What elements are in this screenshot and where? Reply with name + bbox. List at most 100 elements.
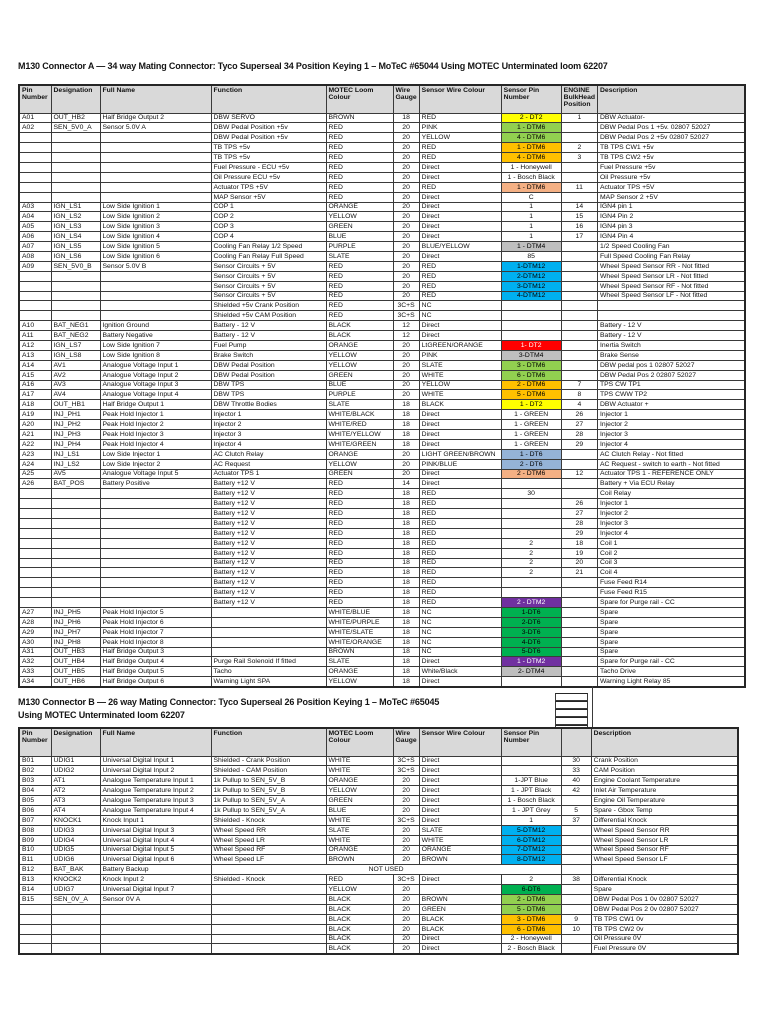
sensor-wire-colour-cell: WHITE [418,389,502,401]
sensor-wire-colour-cell: Direct [418,814,502,826]
bulkhead-position-cell: 5 [560,804,592,816]
bulkhead-position-cell [560,349,599,361]
description-cell: Injector 1 [597,498,745,510]
table-row: A27 INJ_PH5 Peak Hold Injector 5 WHITE/BLUE… [18,607,745,618]
loom-colour-cell: BLUE [325,231,394,243]
connector-b-title-line1: M130 Connector B — 26 way Mating Connect… [18,697,440,707]
full-name-cell: Universal Digital Input 2 [99,765,212,777]
wire-gauge-cell: 18 [392,399,420,411]
function-cell: Oil Pressure ECU +5v [210,171,327,183]
description-cell: Coil Relay [597,488,745,500]
bulkhead-position-cell [560,893,592,905]
full-name-cell [99,142,212,154]
function-cell: Battery +12 V [210,518,327,529]
designation-cell: IGN_LS6 [50,250,101,262]
designation-cell: BAT_POS [50,478,101,490]
wire-gauge-cell: 20 [392,448,420,460]
designation-cell: AV1 [50,359,101,371]
full-name-cell: Sensor 5.0V B [99,260,212,272]
bulkhead-position-cell: 14 [560,201,599,213]
loom-colour-cell: RED [325,518,394,529]
function-cell: Battery +12 V [210,567,327,579]
full-name-cell: Peak Hold Injector 2 [99,419,212,430]
table-row: BLACK 20 GREEN 5 - DTM6 DBW Pedal Pos 2 0v 0… [18,903,739,915]
description-cell: Brake Sense [597,349,745,361]
loom-colour-cell: YELLOW [325,458,394,470]
designation-cell [50,587,101,599]
full-name-cell: Low Side Ignition 5 [99,241,212,252]
connector-a-body: A01 OUT_HB2 Half Bridge Output 2 DBW SERVO B… [18,112,745,688]
sensor-wire-colour-cell: White/Black [418,666,502,678]
table-row: BLACK 20 Direct 2 - Honeywell Oil Pressure 0… [18,933,739,945]
loom-colour-cell: RED [325,132,394,144]
sensor-pin-cell [500,330,562,341]
bulkhead-position-cell [560,310,599,322]
description-cell: Wheel Speed Sensor LF [590,854,739,866]
full-name-cell: Low Side Ignition 4 [99,231,212,243]
wire-gauge-cell: 3C+S [392,765,420,777]
table-row: Battery +12 V RED 18 RED 30 Coil Relay [18,488,745,500]
designation-cell: OUT_HB1 [50,399,101,411]
function-cell: DBW Pedal Position [210,359,327,371]
description-cell: AC Request - switch to earth - Not fitte… [597,458,745,470]
loom-colour-cell: BLACK [325,330,394,341]
sensor-wire-colour-cell: YELLOW [418,132,502,144]
bulkhead-position-cell: 2 [560,142,599,154]
sensor-pin-cell [500,320,562,332]
loom-colour-cell: RED [325,122,394,134]
column-header-full-name: Full Name [99,84,212,114]
designation-cell: UDIG5 [50,844,101,856]
sensor-wire-colour-cell: GREEN [418,903,502,915]
description-cell: Spare for Purge rail - CC [597,656,745,668]
column-header-description: Description [590,727,739,757]
sensor-pin-cell [500,508,562,520]
description-cell: Tacho Drive [597,666,745,678]
pin-cell: B14 [18,884,52,895]
pin-cell [18,290,52,302]
pin-cell: A30 [18,636,52,648]
bulkhead-position-cell [560,587,599,599]
sensor-wire-colour-cell: NC [418,607,502,618]
function-cell: Battery +12 V [210,498,327,510]
loom-colour-cell: WHITE [325,765,394,777]
sensor-pin-cell: 5-DTM12 [500,824,562,836]
table-row: Battery +12 V RED 18 RED 26 Injector 1 [18,498,745,510]
description-cell: Wheel Speed Sensor LF - Not fitted [597,290,745,302]
designation-cell: INJ_PH4 [50,438,101,450]
pin-cell: A23 [18,448,52,460]
designation-cell: INJ_PH6 [50,616,101,628]
pin-cell [18,488,52,500]
sensor-pin-cell [500,300,562,312]
designation-cell: INJ_PH2 [50,419,101,430]
description-cell: Injector 4 [597,527,745,539]
description-cell: Differential Knock [590,874,739,886]
sensor-wire-colour-cell: Direct [418,874,502,886]
wire-gauge-cell: 14 [392,478,420,490]
wire-gauge-cell: 18 [392,607,420,618]
full-name-cell: Analogue Voltage Input 5 [99,468,212,480]
sensor-wire-colour-cell: NC [418,310,502,322]
table-row: Battery +12 V RED 18 RED 2 21 Coil 4 [18,567,745,579]
function-cell: Injector 2 [210,419,327,430]
function-cell: Battery - 12 V [210,320,327,332]
pin-cell: A11 [18,330,52,341]
bulkhead-position-cell [560,458,599,470]
column-header-bulkhead-position: ENGINE BulkHead Position [560,84,599,114]
sensor-wire-colour-cell: Direct [418,943,502,955]
loom-colour-cell: RED [325,567,394,579]
full-name-cell: Analogue Voltage Input 2 [99,369,212,381]
designation-cell: IGN_LS2 [50,211,101,223]
loom-colour-cell: GREEN [325,369,394,381]
function-cell [210,903,327,915]
designation-cell: AV4 [50,389,101,401]
spacer-cell [555,693,588,701]
wire-gauge-cell: 20 [392,933,420,945]
sensor-wire-colour-cell: BLUE/YELLOW [418,241,502,252]
column-header-sensor-pin: Sensor Pin Number [500,84,562,114]
bulkhead-position-cell [560,933,592,945]
sensor-pin-cell [500,518,562,529]
loom-colour-cell: WHITE [325,814,394,826]
column-header-wire-gauge: Wire Gauge [392,84,420,114]
bulkhead-position-cell [560,824,592,836]
